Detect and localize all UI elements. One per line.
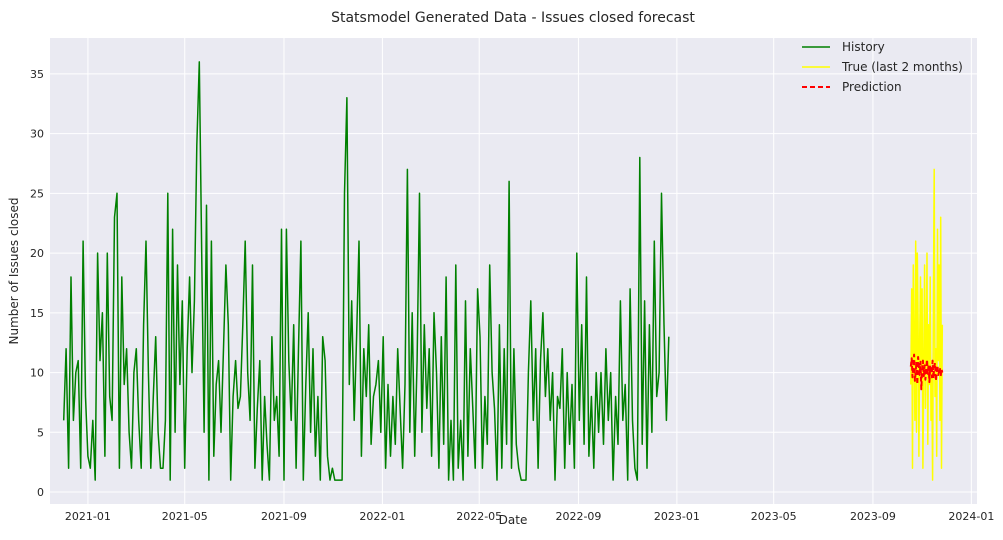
- x-tick-label: 2023-09: [850, 510, 896, 523]
- chart-title: Statsmodel Generated Data - Issues close…: [331, 10, 695, 26]
- legend: History True (last 2 months) Prediction: [802, 40, 963, 94]
- y-tick-label: 20: [30, 247, 44, 260]
- x-axis-label: Date: [499, 513, 528, 527]
- x-tick-label: 2021-05: [162, 510, 208, 523]
- gridlines: [50, 38, 977, 504]
- y-tick-label: 0: [37, 486, 44, 499]
- x-tick-label: 2023-01: [654, 510, 700, 523]
- series-line-history: [62, 61, 670, 481]
- series-line-true-last-2-months: [910, 168, 944, 481]
- legend-label: Prediction: [842, 80, 902, 94]
- series-layer: [62, 61, 944, 481]
- x-tick-label: 2022-05: [456, 510, 502, 523]
- x-tick-label: 2021-09: [261, 510, 307, 523]
- y-tick-label: 25: [30, 187, 44, 200]
- x-tick-label: 2024-01: [948, 510, 994, 523]
- series-line-prediction: [909, 353, 944, 391]
- y-tick-label: 10: [30, 367, 44, 380]
- y-axis-label: Number of Issues closed: [7, 197, 21, 344]
- x-tick-label: 2022-09: [555, 510, 601, 523]
- y-tick-labels: 0 5 10 15 20 25 30 35: [30, 68, 44, 499]
- legend-label: History: [842, 40, 885, 54]
- y-tick-label: 15: [30, 307, 44, 320]
- y-tick-label: 35: [30, 68, 44, 81]
- y-tick-label: 30: [30, 128, 44, 141]
- y-tick-label: 5: [37, 426, 44, 439]
- x-tick-label: 2021-01: [65, 510, 111, 523]
- plot-area: [50, 38, 977, 504]
- legend-label: True (last 2 months): [841, 60, 963, 74]
- x-tick-label: 2022-01: [359, 510, 405, 523]
- x-tick-label: 2023-05: [751, 510, 797, 523]
- x-tick-labels: 2021-01 2021-05 2021-09 2022-01 2022-05 2022-…: [65, 510, 994, 523]
